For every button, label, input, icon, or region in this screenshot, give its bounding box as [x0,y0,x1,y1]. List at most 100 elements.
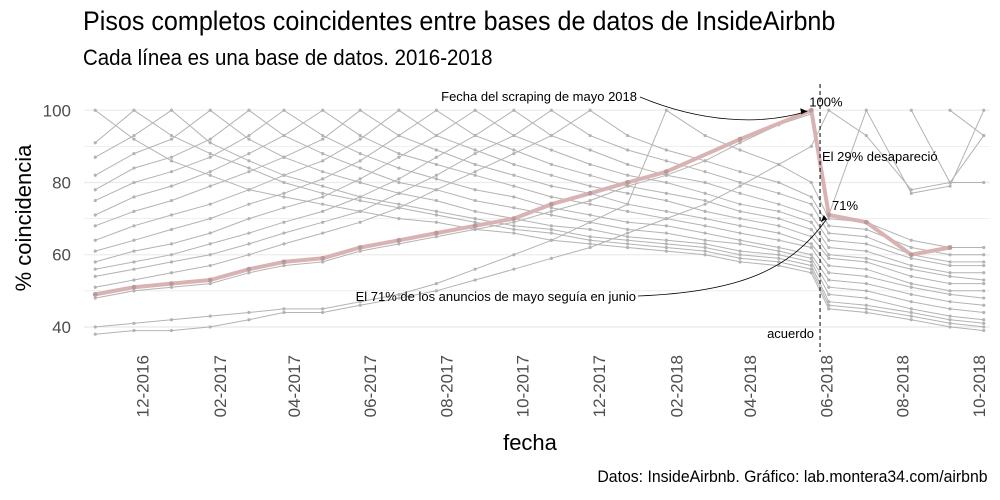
series-point [864,235,868,239]
reference-line: acuerdo [767,84,821,352]
series-point [397,202,401,206]
series-point [282,155,286,159]
series-point [588,184,592,188]
annotation-arrow [637,218,828,297]
series-point [864,310,868,315]
series-point [703,224,707,228]
series-point [777,209,781,213]
annotations: Fecha del scraping de mayo 2018 100% El 29… [356,89,938,304]
x-tick-label: 12-2016 [134,355,153,417]
series-point [358,133,362,138]
series-point [948,321,952,325]
series-point [512,231,516,235]
series-point [247,170,251,174]
series-point [948,318,952,322]
series-point [809,253,813,257]
series-point [397,242,401,246]
series-point [473,217,477,221]
series-point [948,314,952,318]
series-point [397,180,401,185]
series-point [282,180,286,185]
series-point [982,282,986,286]
series-point [473,148,477,152]
highlight-point [131,284,137,290]
series-point [909,188,913,192]
series-point [864,296,868,300]
series-point [169,253,174,257]
series-point [208,217,212,221]
series-point [588,227,592,232]
series-point [512,148,516,152]
series-point [864,289,868,293]
series-point [169,133,174,138]
series-point [321,137,325,141]
series-point [909,274,913,278]
series-point [169,108,174,112]
series-point [703,180,707,185]
series-point [982,325,986,329]
series-point [132,278,136,282]
series-point [864,260,868,264]
series-point [909,282,913,286]
series-point [738,202,742,206]
series-point [93,155,97,159]
series-point [132,133,136,138]
series-point [208,184,212,188]
series-point [321,152,325,156]
series-point [703,209,707,213]
series-point [132,166,136,170]
series-point [208,231,212,235]
x-tick-label: 04-2017 [285,355,304,417]
series-point [434,155,439,159]
series-point [512,253,516,257]
series-point [169,159,174,163]
series-point [208,152,212,156]
series-point [247,188,251,192]
series-point [588,108,592,112]
source-caption: Datos: InsideAirbnb. Gráfico: lab.monter… [597,467,988,486]
series-point [397,292,401,297]
series-point [321,133,325,138]
series-point [626,202,630,206]
series-point [626,209,630,213]
series-point [738,170,742,174]
acuerdo-label: acuerdo [767,326,814,341]
y-tick-label: 60 [52,246,71,265]
series-point [93,260,97,264]
series-point [909,318,913,322]
series-point [247,217,251,221]
series-point [247,133,251,138]
series-point [777,217,781,221]
series-point [664,209,668,213]
series-point [132,267,136,271]
x-tick-label: 02-2017 [211,355,230,417]
series-point [512,173,516,177]
series-point [664,108,668,112]
series-point [777,253,781,257]
series-point [948,307,952,311]
series-point [282,307,286,311]
series-point [93,296,97,300]
series-point [397,108,401,112]
series-point [358,180,362,185]
series-point [738,191,742,195]
series-point [282,173,286,177]
series-point [809,256,813,260]
series-point [208,263,212,268]
arrowhead [820,215,827,222]
series-point [588,173,592,177]
series-point [93,108,97,112]
highlight-point [320,255,326,261]
series-point [809,213,813,217]
series-point [909,263,913,268]
series-point [664,198,668,203]
series-point [397,166,401,170]
y-axis-label: % coincidencia [11,144,36,292]
highlight-point [511,216,517,222]
series-point [132,137,136,141]
series-point [512,133,516,138]
series-point [809,227,813,232]
series-line [949,109,985,137]
series-point [909,300,913,304]
